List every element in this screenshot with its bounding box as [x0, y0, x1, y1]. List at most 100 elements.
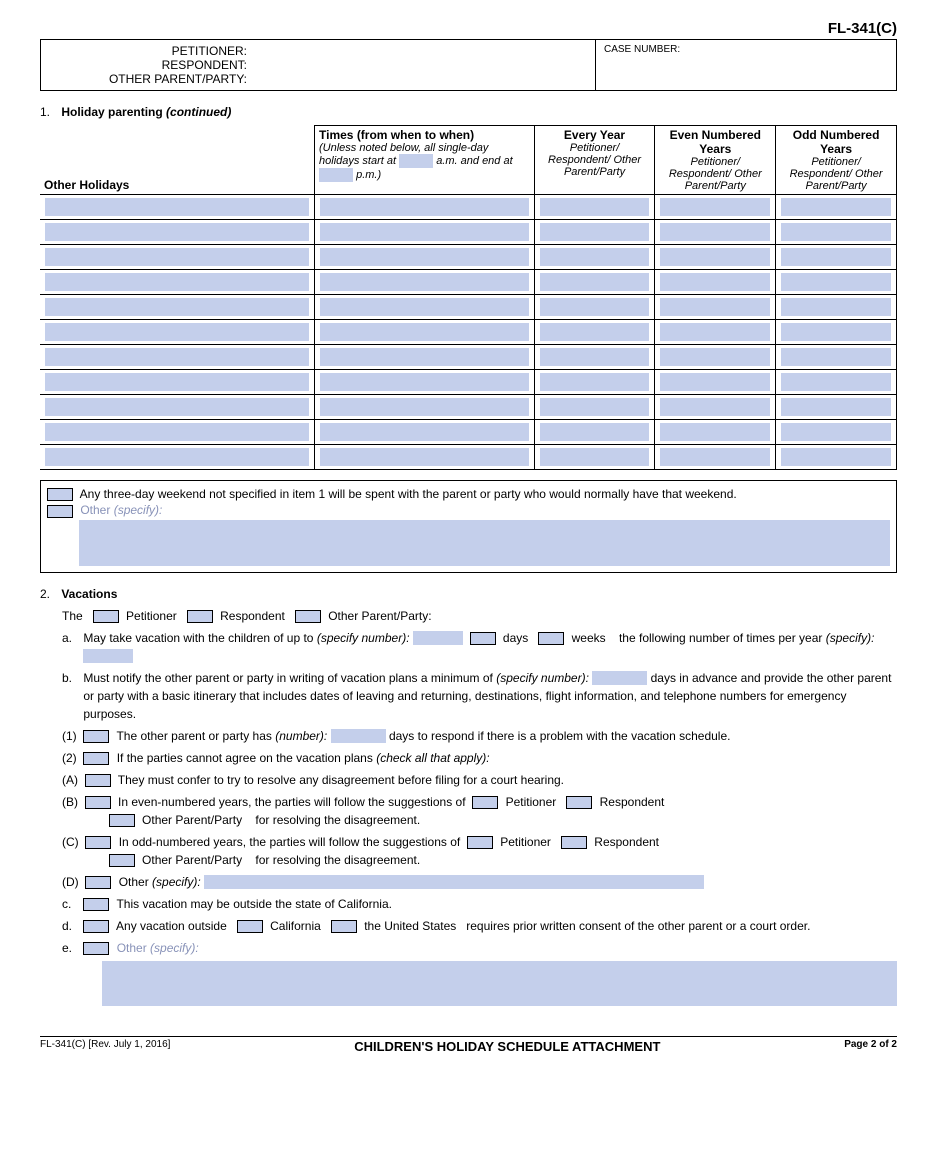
fill-cell[interactable] — [781, 373, 891, 391]
fill-cell[interactable] — [660, 248, 770, 266]
fill-cell[interactable] — [660, 298, 770, 316]
vac-b2D-cb[interactable] — [85, 876, 111, 889]
fill-cell[interactable] — [45, 323, 309, 341]
vac-b2-cb[interactable] — [83, 752, 109, 765]
fill-cell[interactable] — [45, 273, 309, 291]
vac-opp-cb[interactable] — [295, 610, 321, 623]
fill-cell[interactable] — [660, 373, 770, 391]
fill-cell[interactable] — [540, 348, 650, 366]
fill-cell[interactable] — [781, 298, 891, 316]
fill-cell[interactable] — [320, 348, 529, 366]
vac-b2B-cb[interactable] — [85, 796, 111, 809]
am-fill[interactable] — [399, 154, 433, 168]
fill-cell[interactable] — [660, 223, 770, 241]
fill-cell[interactable] — [781, 348, 891, 366]
fill-cell[interactable] — [45, 348, 309, 366]
pm-fill[interactable] — [319, 168, 353, 182]
fill-cell[interactable] — [540, 398, 650, 416]
fill-cell[interactable] — [45, 298, 309, 316]
fill-cell[interactable] — [660, 198, 770, 216]
vac-b-num-fill[interactable] — [592, 671, 647, 685]
vac-b1: (1) The other parent or party has (numbe… — [62, 727, 897, 745]
fill-cell[interactable] — [781, 423, 891, 441]
vac-b2C-t2: for resolving the disagreement. — [255, 853, 420, 867]
col-times-hdr: Times (from when to when) — [319, 128, 474, 142]
fill-cell[interactable] — [781, 198, 891, 216]
vac-b2B-pet-cb[interactable] — [472, 796, 498, 809]
vacations-block: The Petitioner Respondent Other Parent/P… — [62, 607, 897, 1006]
fill-cell[interactable] — [320, 273, 529, 291]
vac-a-times-fill[interactable] — [83, 649, 133, 663]
vac-d-cb[interactable] — [83, 920, 109, 933]
fill-cell[interactable] — [540, 448, 650, 466]
vac-b2B-opp-cb[interactable] — [109, 814, 135, 827]
fill-cell[interactable] — [320, 448, 529, 466]
notes-box: Any three-day weekend not specified in i… — [40, 480, 897, 573]
fill-cell[interactable] — [320, 223, 529, 241]
vac-c-cb[interactable] — [83, 898, 109, 911]
note1-checkbox[interactable] — [47, 488, 73, 501]
fill-cell[interactable] — [781, 223, 891, 241]
note2-fill[interactable] — [79, 520, 890, 566]
fill-cell[interactable] — [540, 298, 650, 316]
fill-cell[interactable] — [781, 273, 891, 291]
vac-b2B-lbl: (B) — [62, 795, 78, 809]
vac-d-us-cb[interactable] — [331, 920, 357, 933]
fill-cell[interactable] — [45, 448, 309, 466]
fill-cell[interactable] — [660, 423, 770, 441]
fill-cell[interactable] — [320, 373, 529, 391]
fill-cell[interactable] — [660, 348, 770, 366]
fill-cell[interactable] — [320, 423, 529, 441]
fill-cell[interactable] — [320, 298, 529, 316]
table-row — [40, 220, 897, 245]
fill-cell[interactable] — [320, 398, 529, 416]
vac-d-ca: California — [270, 919, 321, 933]
vac-b2C-cb[interactable] — [85, 836, 111, 849]
fill-cell[interactable] — [45, 373, 309, 391]
fill-cell[interactable] — [320, 198, 529, 216]
vac-b2A-cb[interactable] — [85, 774, 111, 787]
vac-b1-cb[interactable] — [83, 730, 109, 743]
vac-b2C-resp-cb[interactable] — [561, 836, 587, 849]
note2-other: Other — [80, 503, 110, 517]
note2-checkbox[interactable] — [47, 505, 73, 518]
vac-e-cb[interactable] — [83, 942, 109, 955]
fill-cell[interactable] — [540, 223, 650, 241]
vac-b2C-opp-cb[interactable] — [109, 854, 135, 867]
case-number-label: CASE NUMBER: — [604, 44, 680, 55]
vac-a-days-cb[interactable] — [470, 632, 496, 645]
fill-cell[interactable] — [781, 248, 891, 266]
vac-resp-cb[interactable] — [187, 610, 213, 623]
fill-cell[interactable] — [45, 223, 309, 241]
fill-cell[interactable] — [781, 323, 891, 341]
vac-e-fill[interactable] — [102, 961, 897, 1006]
fill-cell[interactable] — [660, 323, 770, 341]
fill-cell[interactable] — [45, 198, 309, 216]
fill-cell[interactable] — [540, 248, 650, 266]
note1-text: Any three-day weekend not specified in i… — [80, 487, 737, 501]
fill-cell[interactable] — [660, 273, 770, 291]
vac-a-weeks-cb[interactable] — [538, 632, 564, 645]
fill-cell[interactable] — [540, 323, 650, 341]
fill-cell[interactable] — [320, 248, 529, 266]
fill-cell[interactable] — [540, 198, 650, 216]
vac-b2C-resp: Respondent — [594, 835, 659, 849]
fill-cell[interactable] — [540, 273, 650, 291]
fill-cell[interactable] — [45, 423, 309, 441]
fill-cell[interactable] — [45, 398, 309, 416]
vac-pet-cb[interactable] — [93, 610, 119, 623]
fill-cell[interactable] — [781, 448, 891, 466]
vac-b2D-fill[interactable] — [204, 875, 704, 889]
fill-cell[interactable] — [540, 423, 650, 441]
fill-cell[interactable] — [45, 248, 309, 266]
vac-b2B-resp-cb[interactable] — [566, 796, 592, 809]
fill-cell[interactable] — [540, 373, 650, 391]
vac-b1-fill[interactable] — [331, 729, 386, 743]
vac-a-num-fill[interactable] — [413, 631, 463, 645]
vac-d-ca-cb[interactable] — [237, 920, 263, 933]
fill-cell[interactable] — [781, 398, 891, 416]
fill-cell[interactable] — [320, 323, 529, 341]
fill-cell[interactable] — [660, 448, 770, 466]
fill-cell[interactable] — [660, 398, 770, 416]
vac-b2C-pet-cb[interactable] — [467, 836, 493, 849]
